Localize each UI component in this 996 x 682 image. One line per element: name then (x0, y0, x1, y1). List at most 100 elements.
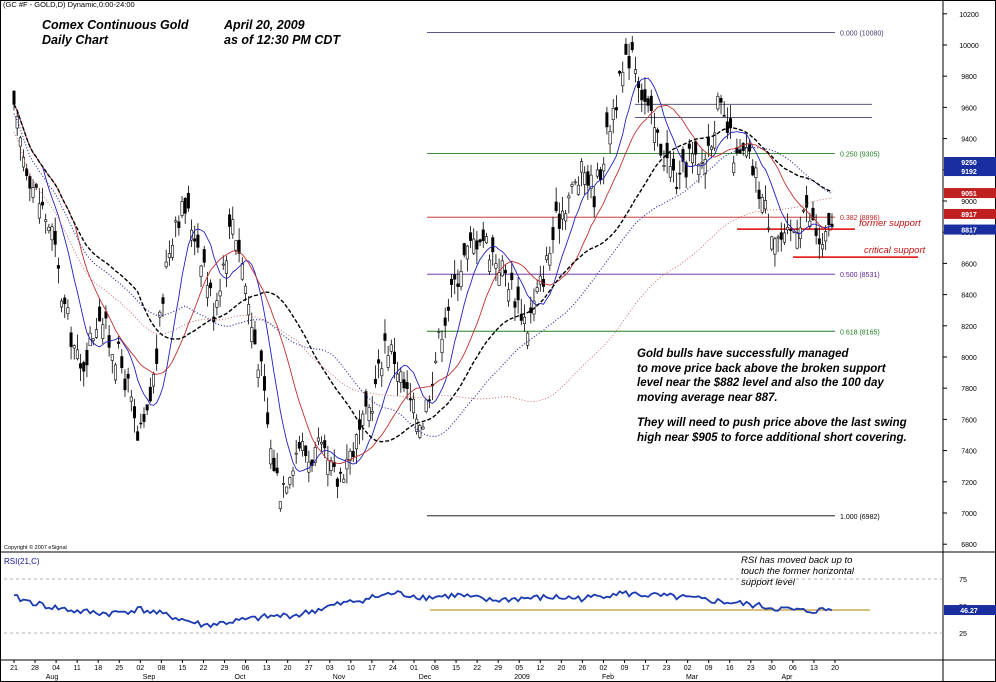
candle-body (234, 240, 238, 251)
candle-body (434, 360, 438, 363)
date-axis-label: 20 (831, 665, 839, 672)
price-tag-label: 9250 (961, 160, 977, 167)
candle-body (196, 234, 200, 248)
price-axis-label: 9600 (961, 105, 977, 112)
candle-body (611, 108, 615, 120)
date-axis-label: 09 (705, 665, 713, 672)
candle-body (522, 316, 526, 325)
price-tag-box (944, 208, 996, 219)
candle-body (129, 396, 133, 402)
candle-body (231, 219, 235, 235)
candle-body (754, 167, 758, 178)
candle-body (716, 96, 720, 110)
candle-body (98, 306, 102, 322)
candle-body (687, 143, 691, 149)
candle-body (462, 243, 466, 256)
candle-body (174, 220, 178, 223)
price-axis-label: 10000 (959, 43, 979, 50)
candle-body (782, 232, 786, 243)
candle-body (570, 184, 574, 187)
analysis-note-line: to move price back above the broken supp… (637, 362, 886, 375)
candle-body (608, 131, 612, 145)
candle-body (72, 345, 76, 349)
candle-body (621, 71, 625, 87)
price-tag-label: 8917 (961, 212, 977, 219)
candle-body (427, 399, 431, 402)
candle-body (722, 115, 726, 117)
candle-body (465, 245, 469, 260)
candle-body (662, 165, 666, 167)
candle-body (22, 156, 26, 168)
candle-body (741, 143, 745, 151)
date-axis-label: 06 (242, 665, 250, 672)
candle-body (278, 501, 282, 509)
candle-body (392, 351, 396, 364)
rsi-axis-label: 75 (959, 577, 967, 584)
candle-body (386, 355, 390, 368)
fibonacci-label: 0.618 (8165) (840, 329, 880, 336)
date-axis-label: 26 (578, 665, 586, 672)
price-axis-label: 9000 (961, 199, 977, 206)
candle-body (602, 163, 606, 172)
candle-body (529, 307, 533, 314)
date-axis-label: 20 (557, 665, 565, 672)
date-axis-label: 11 (74, 665, 81, 672)
candle-body (117, 341, 121, 344)
candle-body (760, 197, 764, 213)
candle-body (132, 406, 136, 419)
candle-body (326, 459, 330, 475)
candle-body (424, 399, 428, 412)
price-axis-label: 7200 (961, 480, 977, 487)
price-axis-label: 7800 (961, 386, 977, 393)
candle-body (491, 237, 495, 253)
candle-body (41, 201, 45, 206)
price-axis-label: 7400 (961, 449, 977, 456)
candle-body (675, 186, 679, 189)
moving-average-20 (13, 104, 833, 464)
chart-title-line-1: Comex Continuous Gold (42, 18, 189, 32)
candle-body (361, 413, 365, 426)
candle-body (459, 271, 463, 288)
candle-body (507, 289, 511, 302)
copyright: Copyright © 2007 eSignal (4, 545, 67, 551)
candle-body (649, 95, 653, 112)
candle-body (69, 332, 73, 347)
candle-body (488, 259, 492, 272)
candle-body (770, 236, 774, 250)
candle-body (335, 478, 339, 487)
candle-body (668, 166, 672, 178)
candle-body (199, 265, 203, 277)
date-axis-label: 29 (221, 665, 229, 672)
candle-body (576, 184, 580, 195)
candle-body (60, 300, 64, 308)
analysis-note-line: moving average near 887. (637, 391, 778, 404)
candle-body (564, 213, 568, 222)
date-axis-label: 09 (621, 665, 629, 672)
candle-body (820, 244, 824, 250)
month-axis-label: Feb (602, 674, 614, 681)
month-axis-label: Dec (419, 674, 432, 681)
candle-body (285, 486, 289, 494)
candle-body (323, 440, 327, 449)
candle-body (31, 187, 35, 198)
candle-body (304, 445, 308, 457)
candle-body (66, 307, 70, 315)
candle-body (91, 338, 95, 341)
candle-body (113, 364, 117, 381)
date-axis-label: 08 (431, 665, 439, 672)
candle-body (548, 253, 552, 266)
candle-body (177, 221, 181, 229)
candle-body (288, 477, 292, 485)
analysis-note: Gold bulls have successfully managed to … (637, 347, 957, 445)
candle-body (389, 344, 393, 352)
candle-body (551, 227, 555, 240)
candle-body (773, 238, 777, 255)
moving-average-10 (13, 77, 833, 472)
chart-title-line-2: Daily Chart (42, 33, 108, 47)
candle-body (342, 478, 346, 483)
candle-body (592, 196, 596, 208)
candle-body (589, 174, 593, 189)
candle-body (646, 98, 650, 106)
candle-body (729, 118, 733, 129)
